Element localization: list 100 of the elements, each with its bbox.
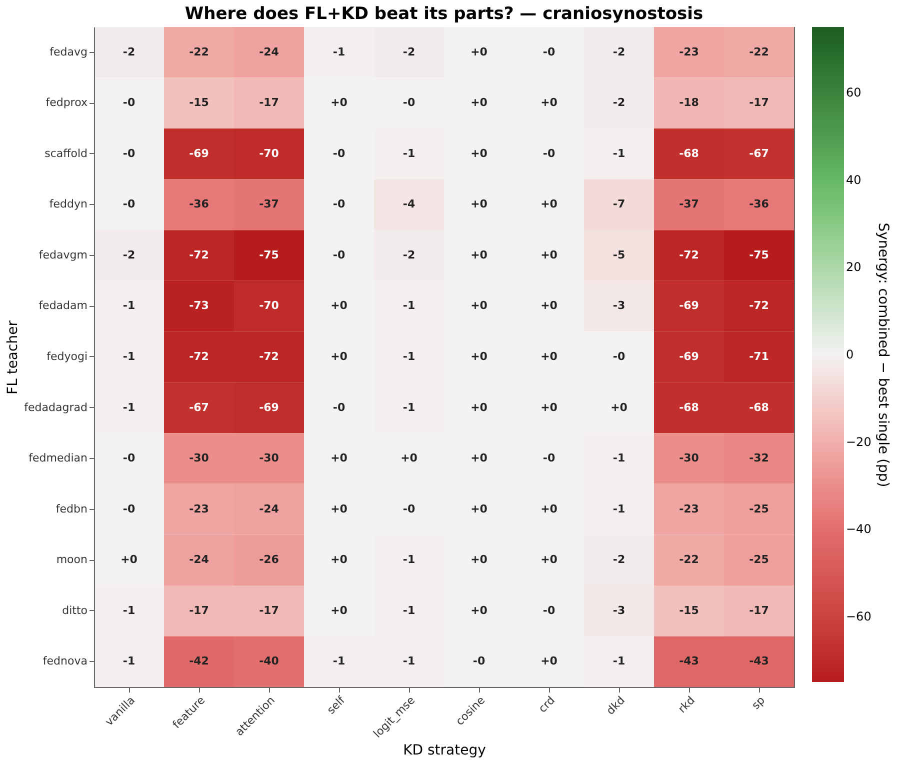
y-tick-label: fedmedian	[28, 452, 88, 465]
chart-title: Where does FL+KD beat its parts? — craniosynostosis	[184, 4, 704, 24]
data-label: -0	[332, 248, 346, 262]
data-label: -36	[749, 198, 770, 211]
data-label: +0	[470, 96, 488, 110]
data-label: +0	[470, 553, 488, 566]
y-tick-label: moon	[56, 553, 88, 566]
data-label: -2	[612, 45, 626, 58]
x-tick-label: sp	[749, 694, 768, 712]
data-label: -2	[402, 248, 416, 262]
data-label: -68	[679, 146, 699, 160]
data-label: +0	[330, 350, 348, 363]
data-label: -2	[612, 553, 626, 566]
data-label: -0	[122, 146, 136, 160]
data-label: -1	[402, 604, 416, 617]
data-label: -24	[189, 553, 210, 566]
data-label: -0	[122, 502, 136, 516]
data-label: +0	[540, 553, 558, 566]
data-label: -1	[612, 654, 626, 668]
data-label: -0	[122, 96, 136, 110]
data-label: +0	[330, 502, 348, 516]
data-label: -17	[259, 96, 279, 110]
data-label: -1	[332, 45, 346, 58]
data-label: -0	[542, 452, 556, 465]
y-tick-label: scaffold	[44, 146, 88, 160]
color-bar-label: 60	[846, 86, 862, 100]
data-label: -1	[402, 400, 416, 414]
color-bar-label: 0	[846, 348, 854, 362]
data-label: +0	[120, 553, 138, 566]
data-label: -23	[679, 502, 699, 516]
data-label: -1	[612, 146, 626, 160]
data-label: -70	[259, 146, 280, 160]
data-label: -40	[259, 654, 280, 668]
data-label: -37	[259, 198, 279, 211]
data-label: +0	[330, 452, 348, 465]
data-label: -17	[749, 604, 769, 617]
data-label: -0	[612, 350, 626, 363]
data-label: +0	[400, 452, 418, 465]
y-tick-label: fedyogi	[46, 350, 88, 363]
y-tick-label: feddyn	[49, 198, 88, 211]
data-label: -69	[679, 350, 699, 363]
data-label: -30	[259, 452, 280, 465]
data-label: +0	[470, 299, 488, 312]
data-label: +0	[470, 502, 488, 516]
y-tick-label: fedavg	[50, 45, 88, 58]
data-label: -17	[259, 604, 279, 617]
color-bar-title: Synergy: combined − best single (pp)	[875, 222, 891, 488]
data-label: +0	[610, 400, 628, 414]
data-label: -73	[189, 299, 209, 312]
data-label: +0	[540, 400, 558, 414]
data-label: -1	[122, 604, 136, 617]
data-label: +0	[470, 604, 488, 617]
y-tick-label: fedbn	[56, 502, 88, 516]
data-label: -24	[259, 502, 280, 516]
data-label: +0	[470, 350, 488, 363]
data-label: -3	[612, 299, 626, 312]
data-label: -25	[749, 502, 769, 516]
data-label: -15	[679, 604, 699, 617]
data-label: -0	[542, 604, 556, 617]
data-label: -75	[259, 248, 279, 262]
data-label: -26	[259, 553, 280, 566]
data-label: -69	[189, 146, 209, 160]
color-bar-label: −20	[846, 434, 872, 449]
y-axis-title: FL teacher	[5, 320, 22, 394]
data-label: -67	[189, 400, 209, 414]
data-label: -7	[612, 198, 626, 211]
data-label: -30	[679, 452, 700, 465]
data-label: +0	[330, 96, 348, 110]
y-tick-label: fedadam	[38, 299, 88, 312]
data-label: -0	[472, 654, 486, 668]
data-label: -17	[749, 96, 769, 110]
data-label: -23	[679, 45, 699, 58]
data-label: -30	[189, 452, 210, 465]
data-label: -37	[679, 198, 699, 211]
data-label: -67	[749, 146, 769, 160]
color-bar-label: 40	[846, 172, 862, 187]
data-label: -0	[332, 400, 346, 414]
data-label: +0	[540, 502, 558, 516]
data-label: -71	[749, 350, 769, 363]
data-label: -32	[749, 452, 769, 465]
y-tick-label: ditto	[62, 604, 88, 617]
color-bar-label: 20	[846, 260, 862, 274]
data-label: -0	[332, 198, 346, 211]
data-label: -1	[122, 350, 136, 363]
data-label: -1	[332, 654, 346, 668]
data-label: +0	[470, 146, 488, 160]
data-label: -1	[402, 350, 416, 363]
data-label: -0	[542, 146, 556, 160]
data-label: +0	[330, 299, 348, 312]
y-tick-label: fedadagrad	[24, 400, 88, 414]
data-label: +0	[470, 248, 488, 262]
data-label: -72	[189, 350, 209, 363]
data-label: -69	[259, 400, 279, 414]
data-label: -22	[749, 45, 769, 58]
data-label: -1	[122, 299, 136, 312]
data-label: +0	[330, 604, 348, 617]
data-label: -2	[122, 45, 136, 58]
data-label: -22	[189, 45, 209, 58]
data-label: -0	[122, 452, 136, 465]
data-label: -68	[679, 400, 699, 414]
